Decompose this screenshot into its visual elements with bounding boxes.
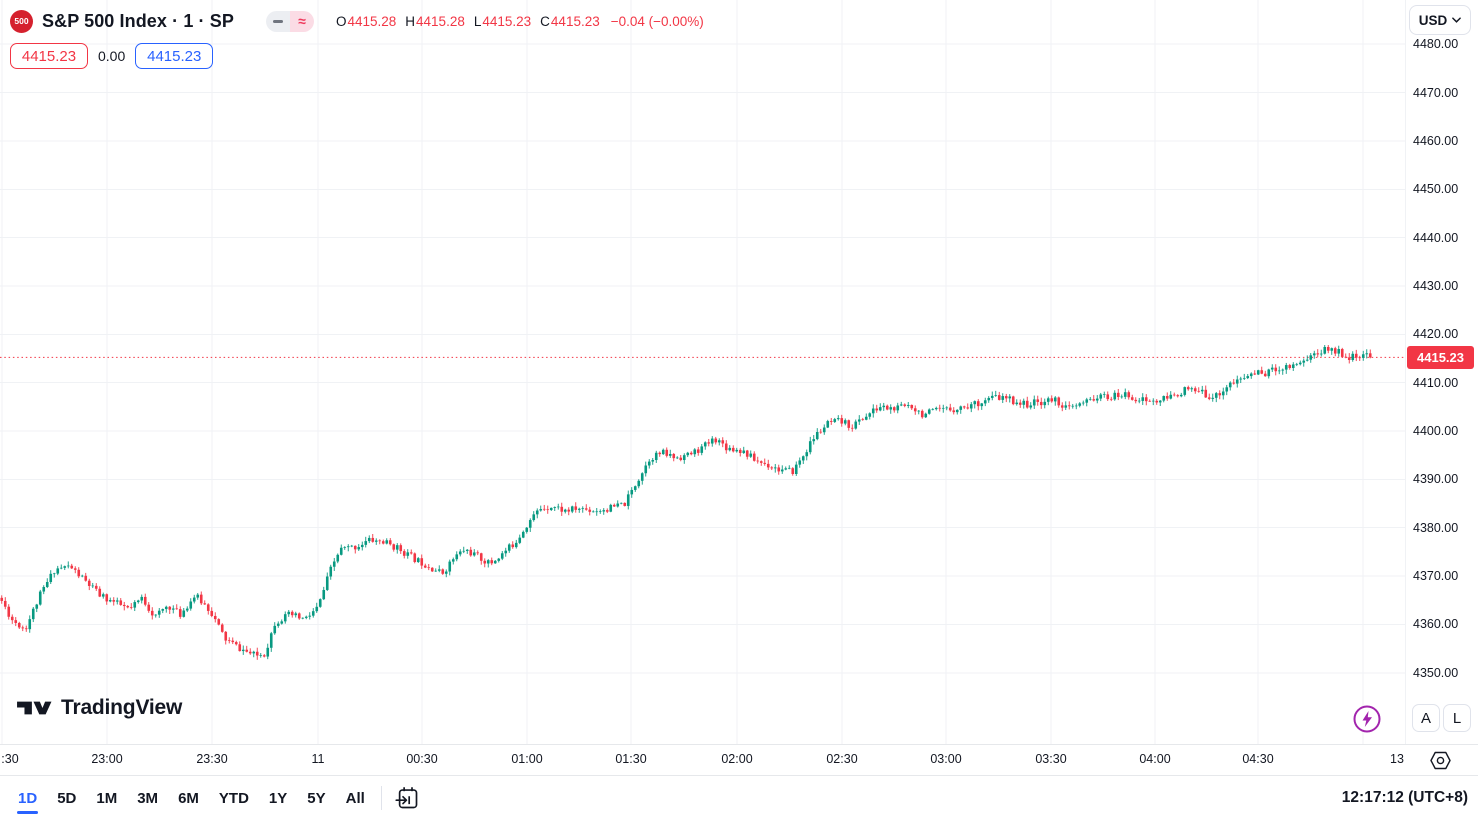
time-tick: 00:30 <box>406 752 438 766</box>
price-tick: 4460.00 <box>1413 133 1459 148</box>
price-tick: 4350.00 <box>1413 665 1459 680</box>
last-price-label: 4415.23 <box>1407 345 1474 369</box>
price-tick: 4360.00 <box>1413 617 1459 632</box>
toolbar-divider <box>380 786 382 810</box>
currency-dropdown[interactable]: USD <box>1409 5 1471 35</box>
candles <box>0 345 1372 660</box>
bottom-toolbar: 1D 5D 1M 3M 6M YTD 1Y 5Y All 12:17:12 (UTC+8) <box>0 775 1478 820</box>
price-tick: 4400.00 <box>1413 424 1459 438</box>
close-label: C <box>540 13 550 29</box>
time-tick: 04:30 <box>1242 752 1274 766</box>
tradingview-logo-icon <box>17 701 52 715</box>
open-value: 4415.28 <box>347 13 397 29</box>
instant-trading-button[interactable] <box>1351 704 1383 736</box>
price-tick: 4480.00 <box>1413 37 1459 52</box>
go-to-date-button[interactable] <box>392 783 423 814</box>
range-button-all[interactable]: All <box>336 782 375 815</box>
timezone-settings-icon[interactable] <box>1429 750 1452 771</box>
range-button-5y[interactable]: 5Y <box>297 782 335 815</box>
range-button-ytd[interactable]: YTD <box>209 782 259 815</box>
spread-value: 0.00 <box>98 48 126 64</box>
buy-price-box[interactable]: 4415.23 <box>135 43 214 69</box>
tradingview-logo: TradingView <box>16 694 182 722</box>
time-tick: 23:00 <box>91 752 123 766</box>
range-button-1m[interactable]: 1M <box>86 782 127 815</box>
price-tick: 4380.00 <box>1413 520 1459 535</box>
price-tick: 4470.00 <box>1413 85 1459 100</box>
low-label: L <box>473 13 482 29</box>
low-value: 4415.23 <box>482 13 532 29</box>
grid <box>0 0 1405 744</box>
time-tick: 11 <box>311 752 325 766</box>
ohlc-values: O4415.28 H4415.28 L4415.23 C4415.23 −0.0… <box>336 14 704 29</box>
sell-price-box[interactable]: 4415.23 <box>10 43 88 69</box>
symbol-logo[interactable]: 500 <box>10 9 33 33</box>
time-tick: 04:00 <box>1139 752 1171 766</box>
price-tick: 4430.00 <box>1413 279 1459 293</box>
symbol-title[interactable]: S&P 500 Index · 1 · SP <box>42 10 234 31</box>
lightning-icon <box>1353 705 1381 733</box>
price-tick: 4370.00 <box>1413 569 1459 584</box>
market-closed-icon <box>265 10 290 32</box>
time-tick: 03:00 <box>930 752 962 766</box>
calendar-arrow-icon <box>395 786 418 808</box>
auto-scale-button[interactable]: A <box>1412 704 1440 732</box>
symbol-legend: 500 S&P 500 Index · 1 · SP ≈ O4415.28 H4… <box>10 8 704 69</box>
candlestick-chart[interactable] <box>0 0 1405 744</box>
high-value: 4415.28 <box>416 13 465 29</box>
time-tick: 01:00 <box>511 752 543 766</box>
range-button-6m[interactable]: 6M <box>168 782 209 815</box>
range-button-3m[interactable]: 3M <box>127 782 168 815</box>
open-label: O <box>335 13 347 29</box>
tradingview-logo-text: TradingView <box>61 696 183 719</box>
pre-market-icon: ≈ <box>289 10 314 32</box>
time-tick: 13 <box>1390 752 1404 766</box>
time-tick: :30 <box>1 752 19 766</box>
chart-canvas[interactable]: 500 S&P 500 Index · 1 · SP ≈ O4415.28 H4… <box>0 0 1405 744</box>
price-tick: 4450.00 <box>1413 182 1459 197</box>
time-tick: 02:00 <box>721 752 753 766</box>
high-label: H <box>405 13 416 29</box>
range-button-1d[interactable]: 1D <box>8 782 47 815</box>
change-value: −0.04 (−0.00%) <box>610 13 704 29</box>
price-tick: 4390.00 <box>1413 472 1459 487</box>
price-tick: 4420.00 <box>1413 327 1459 342</box>
time-tick: 23:30 <box>196 752 228 766</box>
session-clock[interactable]: 12:17:12 (UTC+8) <box>1341 789 1468 806</box>
currency-label: USD <box>1418 12 1448 28</box>
price-axis[interactable]: USD 4480.00 4470.00 4460.00 4450.00 4440.00 4… <box>1405 0 1478 744</box>
date-range-switcher: 1D 5D 1M 3M 6M YTD 1Y 5Y All <box>8 782 375 815</box>
time-axis[interactable]: :30 23:00 23:30 11 00:30 01:00 01:30 02:00 02:30… <box>0 744 1478 775</box>
price-tick: 4410.00 <box>1413 375 1459 390</box>
time-tick: 02:30 <box>826 752 858 766</box>
close-value: 4415.23 <box>550 13 600 29</box>
range-button-5d[interactable]: 5D <box>47 782 86 815</box>
time-tick: 01:30 <box>615 752 647 766</box>
range-button-1y[interactable]: 1Y <box>259 782 297 815</box>
time-tick: 03:30 <box>1035 752 1067 766</box>
log-scale-button[interactable]: L <box>1443 704 1471 732</box>
chevron-down-icon <box>1452 17 1462 23</box>
market-status-pill[interactable]: ≈ <box>265 10 314 32</box>
price-tick: 4440.00 <box>1413 230 1459 245</box>
